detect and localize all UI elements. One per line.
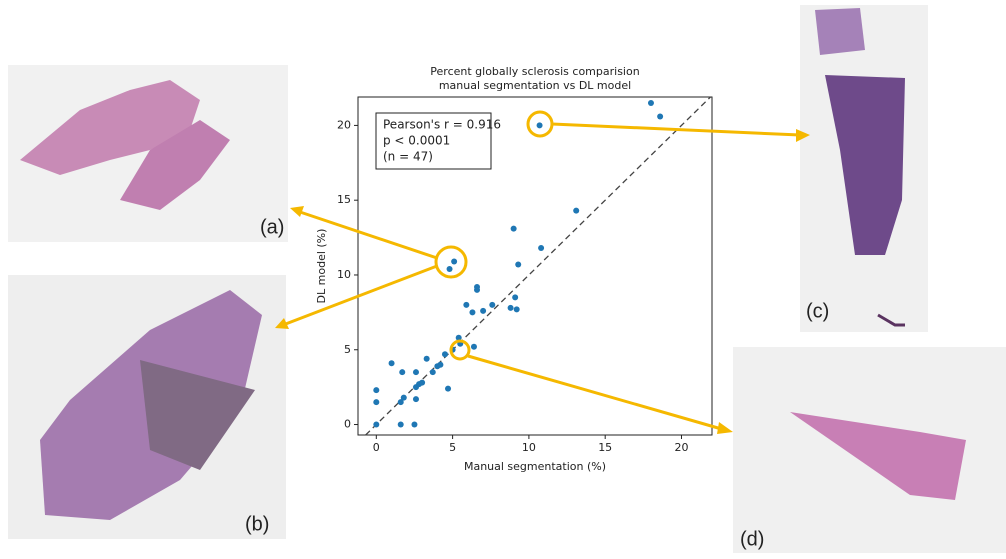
point: [447, 266, 453, 272]
y-tick-label: 15: [337, 193, 351, 206]
point: [413, 369, 419, 375]
point: [411, 422, 417, 428]
panel-label: (c): [806, 300, 829, 322]
point: [451, 259, 457, 265]
point: [373, 387, 379, 393]
point: [399, 369, 405, 375]
y-tick-label: 20: [337, 118, 351, 131]
image-a: [8, 65, 288, 242]
point: [437, 362, 443, 368]
point: [474, 284, 480, 290]
panel-label: (b): [245, 513, 269, 535]
panel-label: (d): [740, 528, 764, 550]
point: [508, 305, 514, 311]
image-d: [733, 347, 1006, 553]
callouts: [283, 112, 800, 430]
point: [389, 360, 395, 366]
figure: (a) (b) (c) (d) Percent globally scleros…: [0, 0, 1006, 555]
point: [445, 386, 451, 392]
point: [538, 245, 544, 251]
point: [413, 396, 419, 402]
y-tick-label: 0: [344, 418, 351, 431]
point: [657, 113, 663, 119]
y-tick-label: 10: [337, 268, 351, 281]
x-tick-label: 10: [522, 441, 536, 454]
panel-label: (a): [260, 216, 284, 238]
chart-title: Percent globally sclerosis comparision: [430, 65, 639, 78]
point: [469, 309, 475, 315]
point: [537, 122, 543, 128]
point: [373, 422, 379, 428]
point: [515, 262, 521, 268]
point: [442, 351, 448, 357]
x-tick-label: 0: [373, 441, 380, 454]
x-tick-label: 5: [449, 441, 456, 454]
point: [511, 226, 517, 232]
point: [430, 369, 436, 375]
chart-title: manual segmentation vs DL model: [439, 79, 631, 92]
y-axis-label: DL model (%): [315, 229, 328, 304]
x-axis-label: Manual segmentation (%): [464, 460, 606, 473]
image-c: [800, 5, 928, 332]
point: [419, 380, 425, 386]
point: [463, 302, 469, 308]
point: [573, 208, 579, 214]
x-tick-label: 15: [598, 441, 612, 454]
point: [489, 302, 495, 308]
point: [648, 100, 654, 106]
image-b: [8, 275, 286, 539]
annotation: p < 0.0001: [383, 134, 450, 148]
point: [480, 308, 486, 314]
point: [401, 395, 407, 401]
point: [424, 356, 430, 362]
point: [471, 344, 477, 350]
x-tick-label: 20: [674, 441, 688, 454]
point: [398, 422, 404, 428]
point: [514, 306, 520, 312]
arrowheads: [275, 129, 810, 434]
point: [373, 399, 379, 405]
y-tick-label: 5: [344, 343, 351, 356]
annotation: Pearson's r = 0.916: [383, 118, 501, 132]
point: [512, 294, 518, 300]
annotation: (n = 47): [383, 150, 433, 164]
